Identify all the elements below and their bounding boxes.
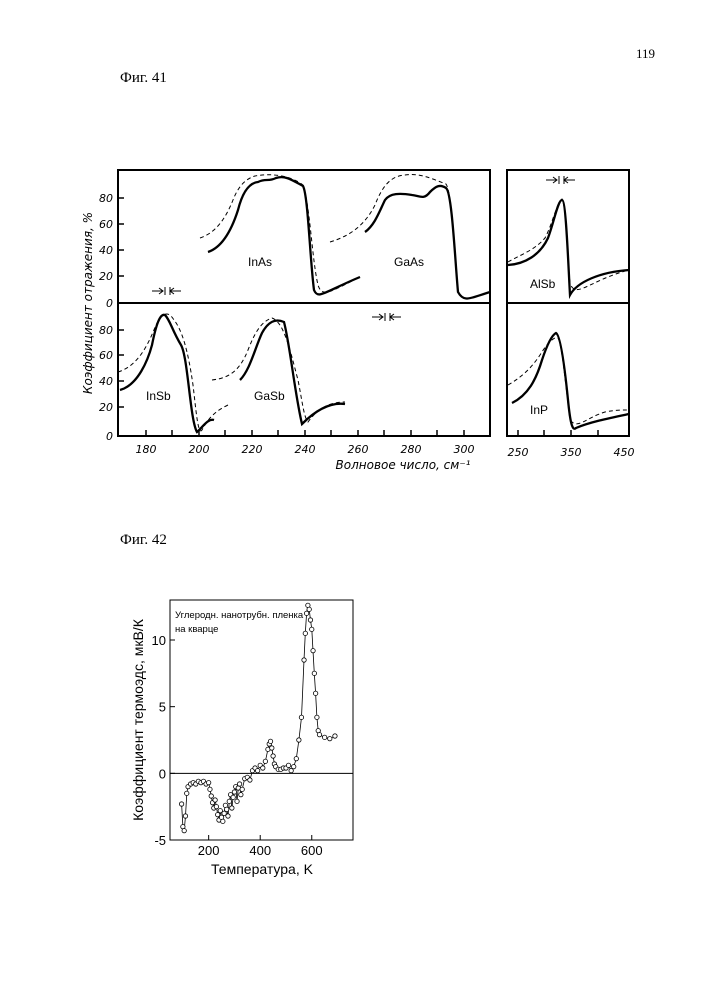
fig42-data-point (302, 658, 306, 662)
fig42-data-point (307, 607, 311, 611)
fig42-data-point (226, 814, 230, 818)
fig42-data-point (221, 819, 225, 823)
fig42-ytick-label: -5 (154, 833, 166, 848)
fig42-data-point (308, 618, 312, 622)
fig42-data-point (230, 806, 234, 810)
fig42-ytick-label: 5 (159, 700, 166, 715)
fig42-data-point (297, 738, 301, 742)
fig42-data-point (289, 768, 293, 772)
fig42-data-point (263, 759, 267, 763)
fig42-data-point (294, 756, 298, 760)
fig42-data-point (182, 828, 186, 832)
fig42-data-point (185, 791, 189, 795)
fig42-data-point (333, 734, 337, 738)
fig42-tick-labels: 200 400 600 -5 0 5 10 (152, 633, 323, 858)
fig42-y-axis-label: Коэффициент термоэдс, мкВ/К (130, 618, 146, 821)
fig42-data-point (322, 735, 326, 739)
fig42-data-point (239, 792, 243, 796)
fig42-frame (170, 600, 353, 840)
fig42-data-point (240, 787, 244, 791)
fig42-data-point (328, 736, 332, 740)
fig42-data-point (206, 780, 210, 784)
fig42-points (179, 603, 337, 833)
fig42-xtick-label: 400 (249, 843, 271, 858)
fig42-xtick-label: 600 (301, 843, 323, 858)
fig42-data-point (237, 782, 241, 786)
fig42-data-point (225, 807, 229, 811)
fig42-data-point (261, 766, 265, 770)
fig42-ytick-label: 0 (159, 766, 166, 781)
fig42-data-point (312, 671, 316, 675)
fig42-data-point (292, 764, 296, 768)
fig42-data-point (227, 799, 231, 803)
fig42-ticks (170, 640, 312, 840)
fig42-data-point (268, 739, 272, 743)
fig42-data-point (214, 804, 218, 808)
fig42-data-point (213, 798, 217, 802)
fig42-data-point (315, 715, 319, 719)
fig42-series-line (182, 605, 335, 830)
fig42-data-point (311, 648, 315, 652)
fig42-xtick-label: 200 (198, 843, 220, 858)
fig42-ytick-label: 10 (152, 633, 166, 648)
fig42-data-point (209, 794, 213, 798)
fig42-x-axis-label: Температура, K (211, 861, 314, 877)
fig42-annotation-line1: Углеродн. нанотрубн. пленка (175, 610, 304, 621)
fig42-data-point (286, 763, 290, 767)
fig42-data-point (183, 814, 187, 818)
fig42-data-point (270, 746, 274, 750)
fig42-data-point (299, 715, 303, 719)
fig42-data-point (303, 631, 307, 635)
fig42-data-point (232, 790, 236, 794)
fig42-data-point (271, 754, 275, 758)
fig42-data-point (231, 795, 235, 799)
fig42-data-point (317, 732, 321, 736)
fig42-data-point (235, 799, 239, 803)
fig42-data-point (248, 778, 252, 782)
fig42-data-point (255, 768, 259, 772)
fig42-data-point (208, 787, 212, 791)
fig42-data-point (304, 611, 308, 615)
fig42-data-point (310, 627, 314, 631)
fig42-data-point (179, 802, 183, 806)
fig42-chart: 200 400 600 -5 0 5 10 Углеродн. нанотрубн. пле… (0, 0, 707, 1000)
fig42-annotation-line2: на кварце (175, 624, 218, 635)
fig42-data-point (313, 691, 317, 695)
